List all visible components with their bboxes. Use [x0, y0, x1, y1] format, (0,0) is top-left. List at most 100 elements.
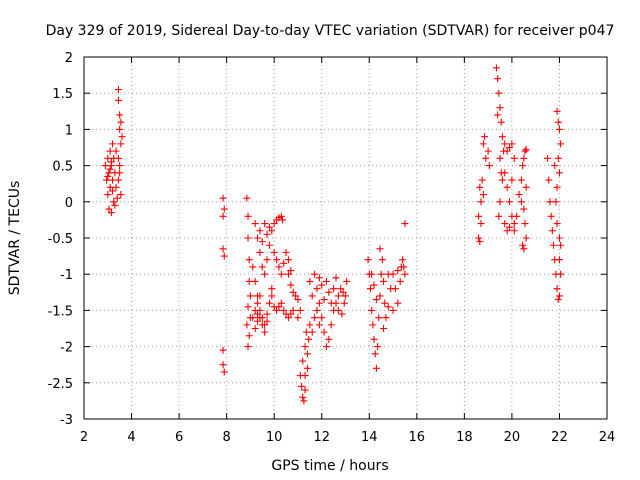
data-point	[251, 277, 259, 285]
data-point	[555, 169, 563, 177]
data-point	[279, 216, 287, 224]
data-point	[545, 176, 553, 184]
data-point	[220, 252, 228, 260]
data-point	[401, 220, 409, 228]
data-point	[389, 306, 397, 314]
data-point	[501, 169, 509, 177]
data-point	[521, 147, 529, 155]
data-point	[475, 212, 483, 220]
data-point	[506, 144, 514, 151]
data-point	[254, 310, 262, 318]
data-point	[481, 133, 489, 141]
data-point	[105, 205, 113, 213]
data-point	[245, 332, 253, 340]
data-point	[520, 154, 528, 162]
data-point	[555, 234, 563, 242]
data-point	[370, 335, 378, 343]
data-point	[320, 296, 328, 304]
data-point	[399, 256, 407, 264]
data-point	[117, 191, 125, 199]
data-point	[287, 281, 295, 289]
data-point	[256, 227, 264, 235]
x-tick-label: 14	[361, 430, 378, 445]
data-point	[371, 350, 379, 358]
data-point	[396, 277, 404, 285]
data-point	[376, 292, 384, 300]
data-point	[107, 209, 115, 217]
data-point	[301, 372, 309, 380]
data-point	[495, 212, 503, 220]
data-point	[313, 285, 321, 293]
data-point	[551, 162, 559, 170]
data-point	[294, 296, 302, 304]
data-point	[308, 328, 316, 336]
data-point	[557, 140, 565, 148]
y-tick-label: 0	[65, 196, 73, 211]
data-point	[289, 306, 297, 314]
data-point	[256, 292, 264, 300]
data-point	[366, 285, 374, 293]
data-point	[268, 292, 276, 300]
data-point	[256, 248, 264, 256]
y-tick-label: 2	[65, 51, 73, 66]
data-point	[292, 292, 300, 300]
data-point	[547, 212, 555, 220]
data-point	[112, 147, 120, 155]
y-tick-label: 0.5	[52, 160, 73, 175]
data-point	[268, 285, 276, 293]
data-point	[275, 263, 283, 271]
data-point	[261, 220, 269, 228]
data-point	[284, 314, 292, 322]
data-point	[109, 176, 117, 184]
data-point	[338, 310, 346, 318]
data-point	[374, 343, 382, 351]
data-point	[112, 183, 120, 191]
data-point	[220, 368, 228, 376]
y-tick-label: 1	[65, 123, 73, 138]
data-point	[261, 328, 269, 336]
data-point	[394, 267, 402, 275]
data-point	[106, 147, 114, 155]
y-tick-label: -2.5	[48, 377, 73, 392]
data-point	[104, 154, 112, 162]
data-point	[334, 292, 342, 300]
data-point	[517, 176, 525, 184]
data-point	[479, 140, 487, 148]
data-point	[515, 191, 523, 199]
data-point	[320, 328, 328, 336]
data-point	[301, 343, 309, 351]
y-tick-label: -1	[60, 268, 73, 283]
data-point	[548, 227, 556, 235]
data-point	[244, 303, 252, 311]
data-point	[377, 270, 385, 278]
data-point	[520, 205, 528, 213]
data-point	[325, 288, 333, 296]
data-point	[503, 147, 511, 155]
x-tick-label: 22	[551, 430, 568, 445]
data-point	[522, 234, 530, 242]
data-point	[554, 118, 562, 126]
data-series	[101, 64, 565, 405]
x-tick-label: 24	[599, 430, 616, 445]
data-point	[244, 234, 252, 242]
data-point	[277, 212, 285, 220]
data-point	[117, 118, 125, 126]
data-point	[364, 256, 372, 264]
data-point	[299, 393, 307, 401]
data-point	[277, 270, 285, 278]
grid	[84, 57, 607, 419]
data-point	[280, 306, 288, 314]
data-point	[301, 386, 309, 394]
data-point	[104, 172, 112, 180]
data-point	[111, 201, 119, 209]
data-point	[510, 227, 518, 235]
data-point	[553, 220, 561, 228]
data-point	[110, 198, 118, 206]
data-point	[521, 220, 529, 228]
x-tick-label: 20	[504, 430, 521, 445]
data-point	[343, 277, 351, 285]
data-point	[513, 212, 521, 220]
data-point	[506, 223, 514, 231]
chart-title: Day 329 of 2019, Sidereal Day-to-day VTE…	[46, 23, 615, 39]
data-point	[219, 194, 227, 202]
